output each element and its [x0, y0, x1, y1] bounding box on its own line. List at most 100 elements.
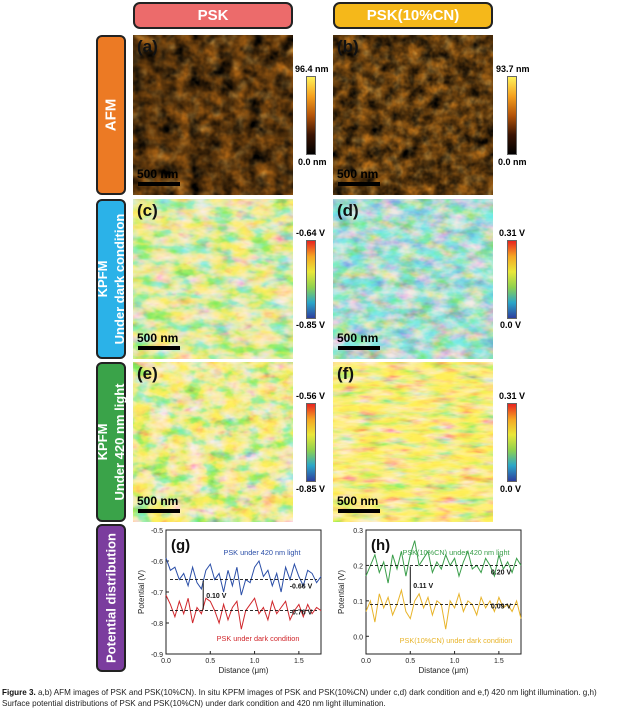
y-tick-label: 0.0 — [353, 634, 363, 641]
scale-bar-text-f: 500 nm — [337, 494, 379, 508]
x-tick-label: 1.0 — [450, 658, 460, 665]
series-line-1 — [365, 588, 522, 630]
scale-bar-d — [338, 346, 380, 350]
colorbar-c-top: -0.64 V — [296, 228, 326, 238]
y-tick-label: -0.6 — [151, 559, 163, 566]
afm-image-psk-cn: (b) 500 nm — [333, 35, 493, 195]
colorbar-e — [306, 403, 316, 482]
row-kpfm-light-line1: KPFM — [95, 423, 110, 461]
x-tick-label: 0.5 — [405, 658, 415, 665]
colorbar-c-bottom: -0.85 V — [296, 320, 326, 330]
row-header-afm-text: AFM — [103, 99, 120, 132]
colorbar-c — [306, 240, 316, 319]
x-tick-label: 0.5 — [205, 658, 215, 665]
scale-bar-text-d: 500 nm — [337, 331, 379, 345]
y-tick-label: 0.1 — [353, 599, 363, 606]
kpfm-dark-image-psk: (c) 500 nm — [133, 199, 293, 359]
scale-bar-text-b: 500 nm — [337, 167, 379, 181]
kpfm-texture-e — [133, 362, 293, 522]
row-header-kpfm-dark: KPFM Under dark condition — [94, 199, 128, 359]
colorbar-d-bottom: 0.0 V — [500, 320, 522, 330]
x-tick-label: 0.0 — [361, 658, 371, 665]
potential-chart-g: -0.9 -0.8 -0.7 -0.6 -0.5 0.0 0.5 1.0 1.5 Distance… — [137, 528, 322, 675]
colorbar-b-top: 93.7 nm — [496, 64, 530, 74]
x-tick-label: 1.5 — [294, 658, 304, 665]
series-name-1: PSK(10%CN) under dark condition — [400, 636, 513, 645]
x-tick-label: 1.5 — [494, 658, 504, 665]
series-name-0: PSK under 420 nm light — [223, 548, 300, 557]
kpfm-texture-c — [133, 199, 293, 359]
scale-bar-text-a: 500 nm — [137, 167, 179, 181]
row-header-potential: Potential distribution — [96, 524, 126, 672]
light-mean-label: 0.20 V — [491, 569, 512, 576]
series-line-0 — [165, 557, 322, 596]
series-name-1: PSK under dark condition — [217, 634, 300, 643]
y-tick-label: -0.7 — [151, 590, 163, 597]
kpfm-light-image-psk-cn: (f) 500 nm — [333, 362, 493, 522]
row-header-kpfm-dark-text: KPFM Under dark condition — [94, 214, 128, 345]
x-axis-label: Distance (μm) — [419, 666, 469, 675]
y-tick-label: -0.9 — [151, 652, 163, 659]
scale-bar-b — [338, 182, 380, 186]
row-header-kpfm-light-text: KPFM Under 420 nm light — [94, 383, 128, 500]
scale-bar-text-e: 500 nm — [137, 494, 179, 508]
scale-bar-text-c: 500 nm — [137, 331, 179, 345]
series-line-1 — [165, 594, 322, 630]
series-name-0: PSK(10%CN) under 420 nm light — [402, 548, 509, 557]
colorbar-e-top: -0.56 V — [296, 391, 326, 401]
kpfm-light-image-psk: (e) 500 nm — [133, 362, 293, 522]
kpfm-texture-f — [333, 362, 493, 522]
y-axis-label: Potential (V) — [137, 570, 146, 614]
column-header-psk: PSK — [133, 2, 293, 29]
row-header-afm: AFM — [96, 35, 126, 195]
colorbar-a-top: 96.4 nm — [295, 64, 329, 74]
colorbar-b-bottom: 0.0 nm — [498, 157, 527, 167]
panel-label-c: (c) — [137, 201, 158, 220]
scale-bar-e — [138, 509, 180, 513]
panel-label-b: (b) — [337, 37, 359, 56]
series-line-0 — [365, 540, 522, 584]
panel-label-d: (d) — [337, 201, 359, 220]
panel-label-g: (g) — [171, 537, 190, 554]
colorbar-f-bottom: 0.0 V — [500, 484, 522, 494]
colorbar-a-bottom: 0.0 nm — [298, 157, 327, 167]
colorbar-f — [507, 403, 517, 482]
colorbar-a — [306, 76, 316, 155]
row-kpfm-dark-line1: KPFM — [95, 260, 110, 298]
panel-label-a: (a) — [137, 37, 158, 56]
panel-label-e: (e) — [137, 364, 158, 383]
figure-caption-text: a,b) AFM images of PSK and PSK(10%CN). I… — [2, 688, 597, 708]
figure-caption-number: Figure 3. — [2, 688, 36, 697]
row-kpfm-dark-line2: Under dark condition — [112, 213, 127, 345]
scale-bar-c — [138, 346, 180, 350]
dark-mean-label: 0.09 V — [491, 603, 512, 610]
afm-image-psk: (a) 500 nm — [133, 35, 293, 195]
panel-label-f: (f) — [337, 364, 354, 383]
x-tick-label: 1.0 — [250, 658, 260, 665]
row-header-kpfm-light: KPFM Under 420 nm light — [94, 362, 128, 522]
row-header-potential-text: Potential distribution — [103, 533, 120, 663]
plot-frame-h — [365, 529, 522, 655]
row-potential-label: Potential distribution — [103, 533, 119, 663]
column-header-psk-cn: PSK(10%CN) — [333, 2, 493, 29]
delta-label: 0.10 V — [206, 593, 227, 600]
colorbar-f-top: 0.31 V — [499, 391, 526, 401]
colorbar-d-top: 0.31 V — [499, 228, 526, 238]
scale-bar-a — [138, 182, 180, 186]
y-tick-label: 0.3 — [353, 528, 363, 535]
x-tick-label: 0.0 — [161, 658, 171, 665]
scale-bar-f — [338, 509, 380, 513]
y-tick-label: 0.2 — [353, 563, 363, 570]
y-tick-label: -0.5 — [151, 528, 163, 535]
delta-label: 0.11 V — [413, 583, 433, 590]
potential-chart-h: 0.0 0.1 0.2 0.3 0.0 0.5 1.0 1.5 Distance (μm) Pot… — [337, 528, 522, 675]
column-header-psk-text: PSK — [197, 7, 229, 24]
column-header-psk-cn-text: PSK(10%CN) — [366, 7, 460, 24]
row-kpfm-light-line2: Under 420 nm light — [112, 383, 127, 501]
panel-label-h: (h) — [371, 537, 390, 554]
y-axis-label: Potential (V) — [337, 570, 346, 614]
colorbar-e-bottom: -0.85 V — [296, 484, 326, 494]
afm-texture-b — [333, 35, 493, 195]
kpfm-texture-d — [333, 199, 493, 359]
light-mean-label: -0.66 V — [290, 584, 313, 591]
